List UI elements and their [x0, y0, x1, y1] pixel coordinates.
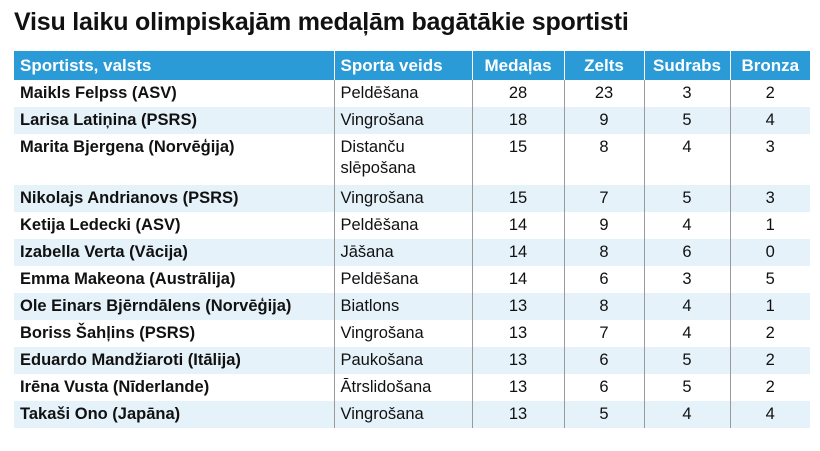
cell-athlete: Marita Bjergena (Norvēģija) [20, 138, 235, 156]
cell-gold: 6 [563, 374, 644, 401]
table-row: Maikls Felpss (ASV) Peldēšana 28 23 3 2 [14, 80, 810, 107]
cell-medals: 28 [471, 80, 564, 107]
cell-silver: 5 [643, 374, 730, 401]
cell-athlete: Emma Makeona (Austrālija) [20, 270, 236, 288]
cell-gold: 8 [563, 239, 644, 266]
cell-medals: 14 [471, 212, 564, 239]
cell-medals: 14 [471, 239, 564, 266]
cell-medals: 13 [471, 401, 564, 428]
column-header-gold: Zelts [563, 51, 644, 80]
cell-sport: Paukošana [333, 347, 472, 374]
page-title: Visu laiku olimpiskajām medaļām bagātāki… [14, 8, 629, 36]
cell-silver: 4 [643, 320, 730, 347]
table-row: Marita Bjergena (Norvēģija) Distanču slēp… [14, 134, 810, 185]
cell-silver: 3 [643, 80, 730, 107]
column-header-sport: Sporta veids [333, 51, 472, 80]
column-header-silver: Sudrabs [643, 51, 730, 80]
cell-medals: 18 [471, 107, 564, 134]
cell-silver: 4 [643, 401, 730, 428]
cell-bronze: 2 [729, 374, 810, 401]
cell-silver: 4 [643, 212, 730, 239]
cell-gold: 9 [563, 107, 644, 134]
table-row: Izabella Verta (Vācija) Jāšana 14 8 6 0 [14, 239, 810, 266]
cell-sport: Biatlons [333, 293, 472, 320]
column-header-medals: Medaļas [471, 51, 564, 80]
cell-gold: 23 [563, 80, 644, 107]
table-row: Nikolajs Andrianovs (PSRS) Vingrošana 15 7 5… [14, 185, 810, 212]
table-row: Ketija Ledecki (ASV) Peldēšana 14 9 4 1 [14, 212, 810, 239]
cell-bronze: 4 [729, 401, 810, 428]
cell-bronze: 2 [729, 347, 810, 374]
table-row: Emma Makeona (Austrālija) Peldēšana 14 6 3 5 [14, 266, 810, 293]
cell-athlete: Ketija Ledecki (ASV) [20, 216, 181, 234]
cell-sport: Peldēšana [333, 266, 472, 293]
cell-bronze: 4 [729, 107, 810, 134]
cell-bronze: 2 [729, 320, 810, 347]
cell-gold: 7 [563, 320, 644, 347]
cell-gold: 7 [563, 185, 644, 212]
cell-medals: 15 [471, 134, 564, 185]
cell-athlete: Ole Einars Bjērndālens (Norvēģija) [14, 293, 334, 320]
cell-silver: 5 [643, 107, 730, 134]
cell-athlete: Eduardo Mandžiaroti (Itālija) [14, 347, 334, 374]
cell-medals: 13 [471, 293, 564, 320]
cell-bronze: 5 [729, 266, 810, 293]
cell-medals: 15 [471, 185, 564, 212]
cell-medals: 13 [471, 374, 564, 401]
cell-bronze: 0 [729, 239, 810, 266]
cell-silver: 3 [643, 266, 730, 293]
cell-sport: Distanču slēpošana [333, 134, 472, 185]
cell-gold: 6 [563, 347, 644, 374]
table-row: Boriss Šahļins (PSRS) Vingrošana 13 7 4 2 [14, 320, 810, 347]
cell-sport: Vingrošana [333, 401, 472, 428]
cell-bronze: 2 [729, 80, 810, 107]
cell-silver: 5 [643, 347, 730, 374]
medals-table: Sportists, valsts Sporta veids Medaļas Zelt… [14, 51, 810, 428]
table-row: Takaši Ono (Japāna) Vingrošana 13 5 4 4 [14, 401, 810, 428]
table-row: Irēna Vusta (Nīderlande) Ātrslidošana 13 6 5… [14, 374, 810, 401]
table-row: Ole Einars Bjērndālens (Norvēģija) Biatlo… [14, 293, 810, 320]
table-row: Larisa Latiņina (PSRS) Vingrošana 18 9 5 4 [14, 107, 810, 134]
cell-sport: Vingrošana [333, 185, 472, 212]
cell-silver: 5 [643, 185, 730, 212]
cell-sport: Jāšana [333, 239, 472, 266]
column-header-bronze: Bronza [729, 51, 810, 80]
cell-bronze: 1 [729, 212, 810, 239]
cell-sport: Vingrošana [333, 320, 472, 347]
cell-athlete: Boriss Šahļins (PSRS) [20, 324, 196, 342]
cell-athlete: Larisa Latiņina (PSRS) [14, 107, 334, 134]
table-header-row: Sportists, valsts Sporta veids Medaļas Zelt… [14, 51, 810, 80]
cell-bronze: 3 [729, 185, 810, 212]
cell-athlete: Takaši Ono (Japāna) [14, 401, 334, 428]
table-row: Eduardo Mandžiaroti (Itālija) Paukošana 13… [14, 347, 810, 374]
cell-athlete: Maikls Felpss (ASV) [20, 84, 177, 102]
cell-sport: Vingrošana [333, 107, 472, 134]
table-body: Maikls Felpss (ASV) Peldēšana 28 23 3 2 Larisa… [14, 80, 810, 428]
cell-silver: 4 [643, 293, 730, 320]
cell-gold: 9 [563, 212, 644, 239]
cell-bronze: 3 [729, 134, 810, 185]
cell-athlete: Irēna Vusta (Nīderlande) [20, 378, 210, 396]
cell-medals: 13 [471, 320, 564, 347]
cell-medals: 14 [471, 266, 564, 293]
cell-gold: 5 [563, 401, 644, 428]
cell-gold: 6 [563, 266, 644, 293]
cell-gold: 8 [563, 134, 644, 185]
column-header-athlete: Sportists, valsts [14, 51, 334, 80]
cell-athlete: Nikolajs Andrianovs (PSRS) [14, 185, 334, 212]
cell-sport: Peldēšana [333, 212, 472, 239]
cell-sport: Ātrslidošana [333, 374, 472, 401]
cell-silver: 6 [643, 239, 730, 266]
cell-sport: Peldēšana [333, 80, 472, 107]
cell-bronze: 1 [729, 293, 810, 320]
cell-medals: 13 [471, 347, 564, 374]
cell-gold: 8 [563, 293, 644, 320]
cell-silver: 4 [643, 134, 730, 185]
cell-athlete: Izabella Verta (Vācija) [14, 239, 334, 266]
